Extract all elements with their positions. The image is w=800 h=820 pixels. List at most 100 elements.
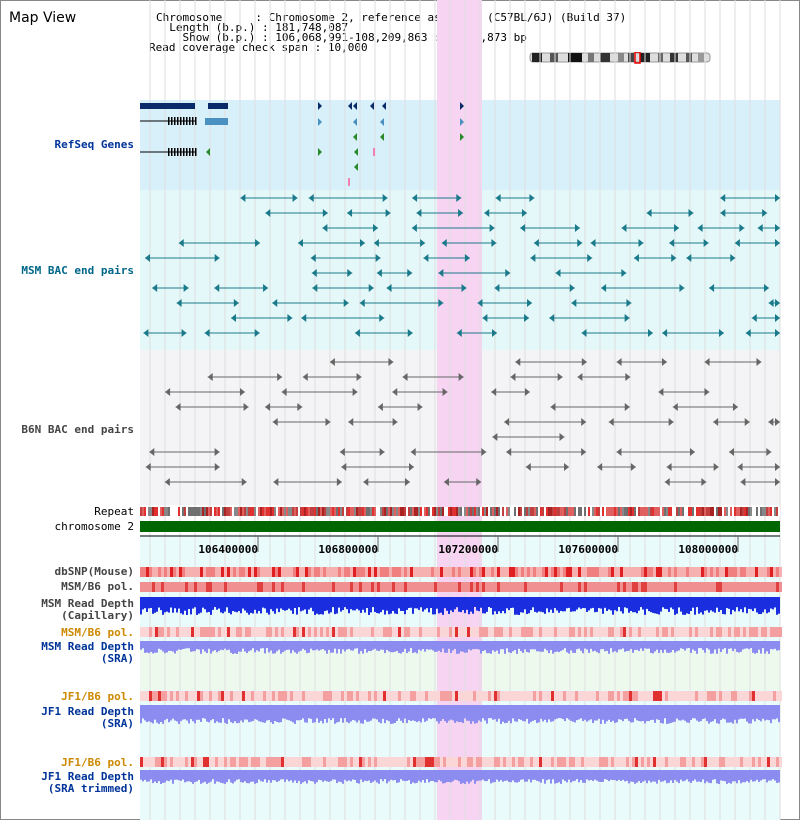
msm-b6-pol-sra-cell	[434, 627, 437, 637]
msm-b6-pol-cell	[647, 582, 650, 592]
jf1-b6-pol-trimmed-cell	[275, 757, 278, 767]
jf1-b6-pol-trimmed-cell	[536, 757, 539, 767]
msm-depth-sra-bar	[434, 641, 436, 652]
jf1-depth-sra-bar	[194, 705, 196, 724]
msm-depth-sra-bar	[398, 641, 400, 654]
repeat-segment	[660, 507, 662, 516]
msm-b6-pol-cell	[563, 582, 566, 592]
jf1-depth-trimmed-bar	[446, 770, 448, 782]
msm-depth-sra-bar	[700, 641, 702, 649]
jf1-depth-trimmed-bar	[738, 770, 740, 781]
repeat-segment	[286, 507, 288, 516]
repeat-segment	[212, 507, 214, 516]
msm-depth-sra-bar	[756, 641, 758, 653]
dbsnp-cell	[308, 567, 311, 577]
jf1-b6-pol-trimmed-cell	[512, 757, 515, 767]
dbsnp-cell	[587, 567, 590, 577]
selection-highlight	[437, 0, 482, 820]
msm-b6-pol-sra-cell	[698, 627, 701, 637]
msm-depth-capillary-bar	[454, 597, 456, 610]
jf1-depth-sra-bar	[726, 705, 728, 723]
msm-b6-pol-cell	[257, 582, 260, 592]
jf1-depth-trimmed-bar	[226, 770, 228, 783]
msm-depth-capillary-bar	[146, 597, 148, 612]
jf1-depth-sra-bar	[248, 705, 250, 723]
jf1-depth-sra-bar	[764, 705, 766, 721]
jf1-depth-trimmed-bar	[608, 770, 610, 782]
repeat-segment	[644, 507, 646, 516]
msm-depth-capillary-bar	[210, 597, 212, 615]
jf1-b6-pol-trimmed-cell	[761, 757, 764, 767]
msm-b6-pol-sra-cell	[512, 627, 515, 637]
jf1-depth-trimmed-bar	[278, 770, 280, 781]
repeat-segment	[744, 507, 746, 516]
msm-depth-sra-bar	[724, 641, 726, 649]
dbsnp-cell	[197, 567, 200, 577]
msm-b6-pol-cell	[602, 582, 605, 592]
b6n-bac-end	[690, 448, 696, 456]
jf1-depth-sra-bar	[374, 705, 376, 719]
jf1-depth-sra-bar	[620, 705, 622, 720]
jf1-depth-trimmed-bar	[322, 770, 324, 782]
dbsnp-cell	[212, 567, 215, 577]
dbsnp-cell	[590, 567, 593, 577]
jf1-depth-sra-bar	[364, 705, 366, 720]
jf1-depth-sra-bar	[554, 705, 556, 720]
jf1-b6-pol-cell	[275, 691, 278, 701]
jf1-b6-pol-trimmed-cell	[458, 757, 461, 767]
jf1-depth-trimmed-bar	[550, 770, 552, 784]
dbsnp-cell	[269, 567, 272, 577]
dbsnp-cell	[173, 567, 176, 577]
repeat-segment	[670, 507, 672, 516]
msm-bac-end	[416, 209, 422, 217]
repeat-segment	[610, 507, 612, 516]
repeat-segment	[624, 507, 626, 516]
msm-b6-pol-sra-cell	[476, 627, 479, 637]
msm-depth-capillary-bar	[502, 597, 504, 611]
msm-depth-sra-bar	[744, 641, 746, 649]
jf1-b6-pol-trimmed-cell	[599, 757, 602, 767]
jf1-depth-trimmed-bar	[162, 770, 164, 783]
msm-depth-sra-bar	[612, 641, 614, 653]
msm-b6-pol-sra-cell	[584, 627, 587, 637]
b6n-bac-end	[207, 373, 213, 381]
msm-b6-pol-sra-cell	[236, 627, 239, 637]
repeat-segment	[594, 507, 596, 516]
msm-bac-end	[521, 209, 527, 217]
jf1-depth-sra-bar	[160, 705, 162, 722]
msm-b6-pol-cell	[551, 582, 554, 592]
msm-b6-pol-sra-cell	[344, 627, 347, 637]
jf1-depth-sra-bar	[604, 705, 606, 724]
msm-depth-capillary-bar	[468, 597, 470, 615]
dbsnp-cell	[245, 567, 248, 577]
msm-b6-pol-cell	[164, 582, 167, 592]
jf1-depth-trimmed-bar	[670, 770, 672, 781]
msm-bac-end	[354, 329, 360, 337]
jf1-b6-pol-trimmed-cell	[698, 757, 701, 767]
msm-depth-sra-bar	[726, 641, 728, 654]
jf1-depth-sra-bar	[350, 705, 352, 722]
repeat-segment	[742, 507, 744, 516]
repeat-segment	[494, 507, 496, 516]
repeat-segment	[266, 507, 268, 516]
msm-b6-pol-cell	[383, 582, 386, 592]
msm-b6-pol-sra-cell	[524, 627, 527, 637]
jf1-b6-pol-cell	[434, 691, 437, 701]
jf1-b6-pol-trimmed-cell	[404, 757, 407, 767]
msm-depth-capillary-bar	[220, 597, 222, 613]
msm-b6-pol-sra-cell	[602, 627, 605, 637]
msm-bac-end	[775, 239, 780, 247]
msm-depth-capillary-bar	[336, 597, 338, 614]
repeat-segment	[470, 507, 472, 516]
jf1-b6-pol-trimmed-cell	[632, 757, 635, 767]
repeat-segment	[426, 507, 428, 516]
jf1-b6-pol-cell	[725, 691, 728, 701]
jf1-depth-sra-bar	[530, 705, 532, 722]
msm-depth-sra-bar	[516, 641, 518, 654]
jf1-b6-pol-trimmed-cell	[203, 757, 206, 767]
msm-depth-sra-bar	[156, 641, 158, 653]
msm-depth-capillary-bar	[520, 597, 522, 613]
b6n-bac-end	[581, 358, 587, 366]
jf1-depth-sra-bar	[544, 705, 546, 720]
